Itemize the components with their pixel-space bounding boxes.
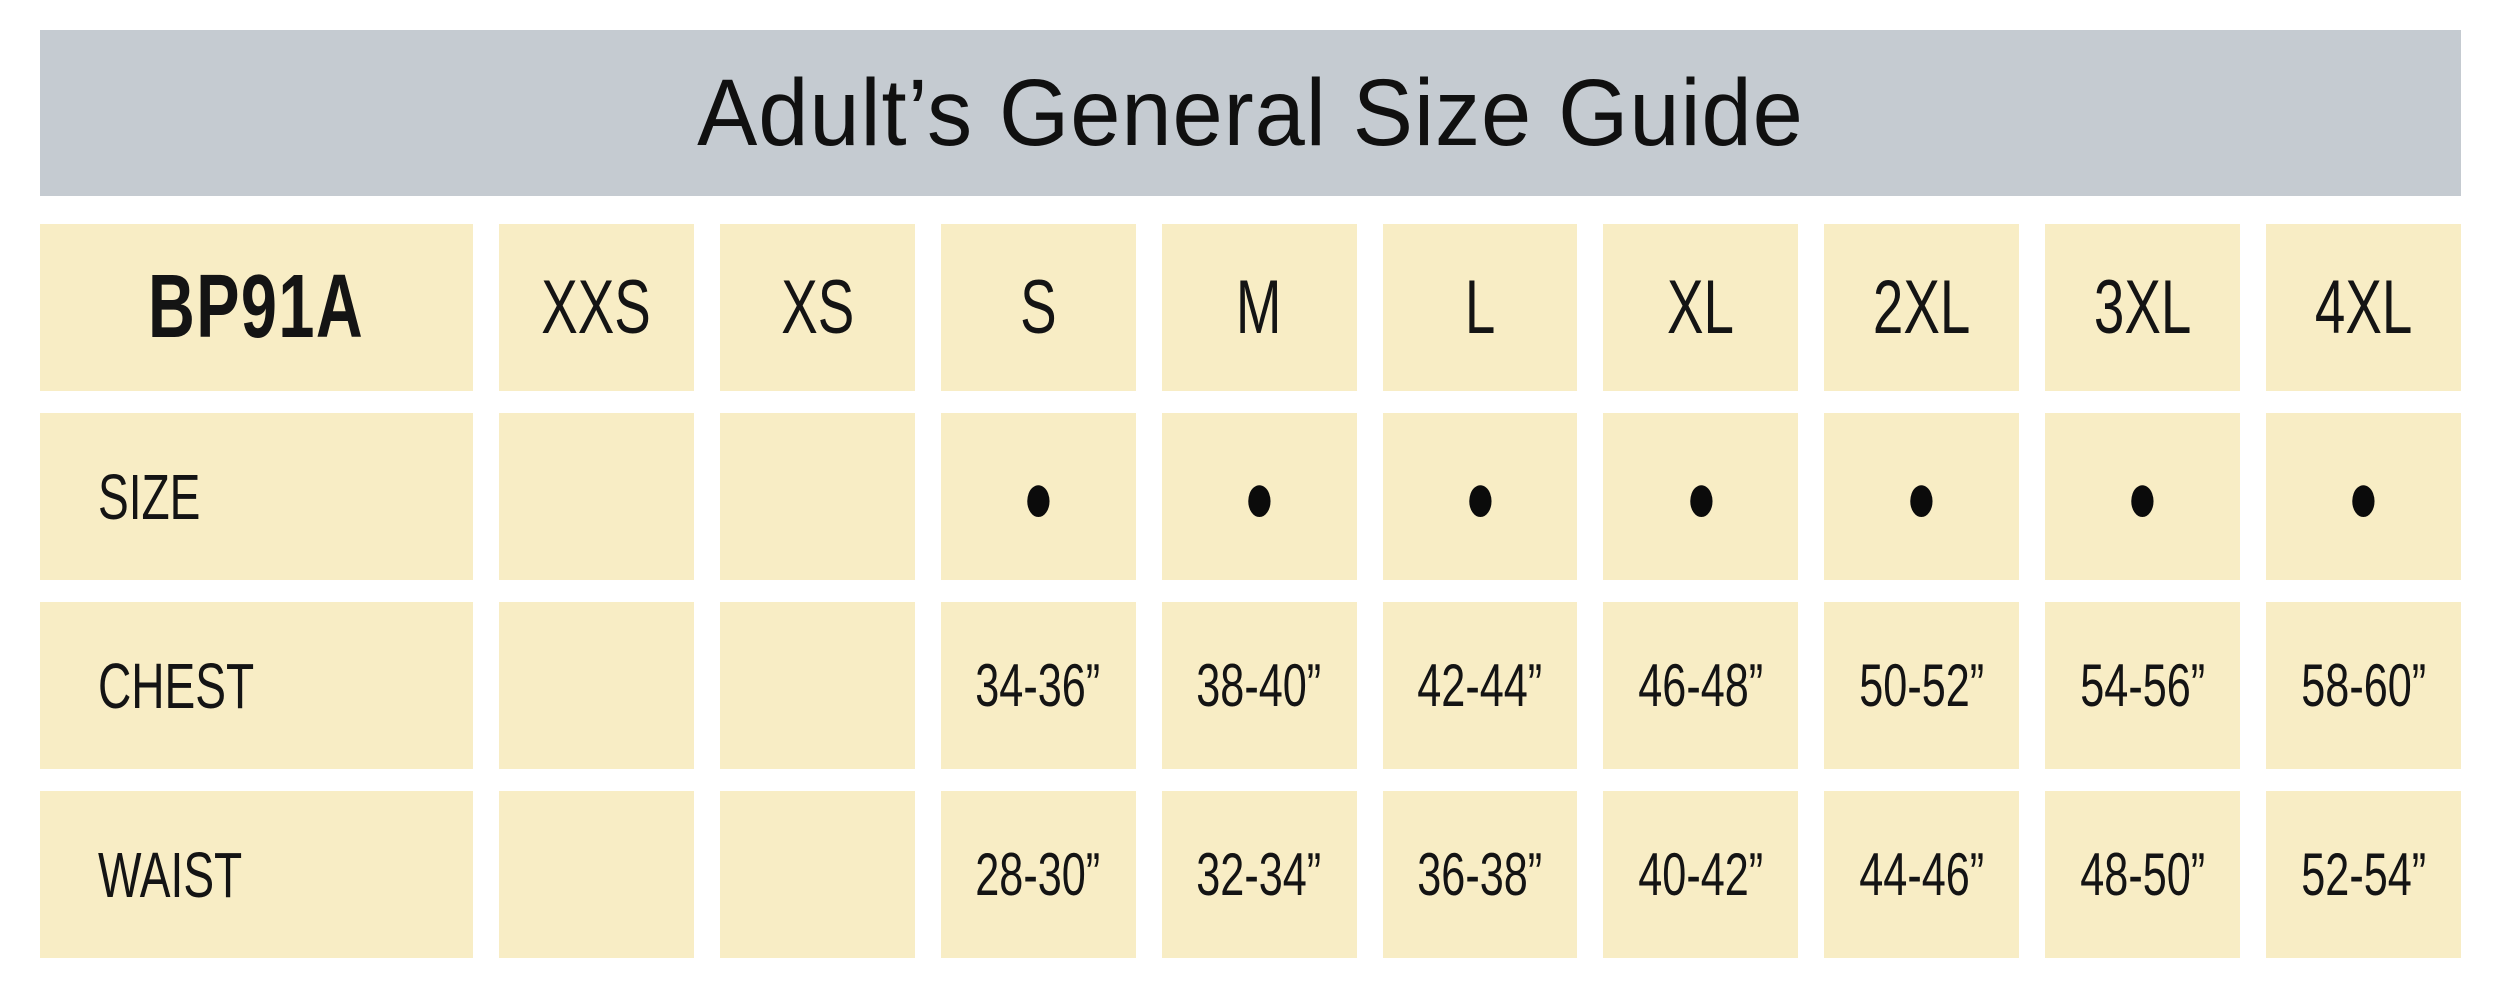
size-dot-4xl: ● xyxy=(2347,454,2380,538)
waist-cell-xs xyxy=(719,791,915,958)
waist-cell-xl: 40-42” xyxy=(1603,791,1799,958)
column-header-xl-label: XL xyxy=(1667,265,1735,350)
chest-value-4xl: 58-60” xyxy=(2301,652,2426,719)
size-dot-l: ● xyxy=(1464,454,1496,538)
waist-value-m: 32-34” xyxy=(1196,841,1322,908)
page-title: Adult’s General Size Guide xyxy=(697,59,1804,166)
product-code: BP91A xyxy=(148,257,365,357)
chest-cell-xxs xyxy=(499,602,694,769)
column-header-m-label: M xyxy=(1236,265,1282,350)
chest-cell-m: 38-40” xyxy=(1161,602,1357,769)
waist-value-3xl: 48-50” xyxy=(2080,841,2206,908)
column-header-xl: XL xyxy=(1603,224,1799,391)
chest-value-l: 42-44” xyxy=(1417,652,1543,719)
size-cell-l: ● xyxy=(1382,413,1578,580)
column-header-4xl-label: 4XL xyxy=(2314,265,2413,350)
size-dot-m: ● xyxy=(1243,454,1275,538)
waist-cell-2xl: 44-46” xyxy=(1824,791,2020,958)
size-cell-m: ● xyxy=(1161,413,1357,580)
size-dot-2xl: ● xyxy=(1906,454,1938,538)
chest-value-xl: 46-48” xyxy=(1638,652,1764,719)
size-cell-xxs xyxy=(499,413,694,580)
chest-value-m: 38-40” xyxy=(1196,652,1322,719)
waist-value-xl: 40-42” xyxy=(1638,841,1764,908)
waist-cell-l: 36-38” xyxy=(1382,791,1578,958)
title-bar: Adult’s General Size Guide xyxy=(40,30,2461,196)
column-header-xxs: XXS xyxy=(499,224,694,391)
waist-cell-m: 32-34” xyxy=(1161,791,1357,958)
chest-cell-xl: 46-48” xyxy=(1603,602,1799,769)
chest-cell-2xl: 50-52” xyxy=(1824,602,2020,769)
chest-cell-l: 42-44” xyxy=(1382,602,1578,769)
column-header-3xl-label: 3XL xyxy=(2093,265,2192,350)
size-cell-xs xyxy=(719,413,915,580)
size-table: BP91A XXS XS S M L XL 2XL 3XL 4XL xyxy=(40,224,2461,958)
column-header-3xl: 3XL xyxy=(2045,224,2241,391)
row-label-size-cell: SIZE xyxy=(40,413,473,580)
column-header-s-label: S xyxy=(1019,265,1057,350)
column-header-l: L xyxy=(1382,224,1578,391)
size-dot-3xl: ● xyxy=(2127,454,2159,538)
chest-cell-4xl: 58-60” xyxy=(2266,602,2461,769)
chest-cell-s: 34-36” xyxy=(940,602,1136,769)
product-code-cell: BP91A xyxy=(40,224,473,391)
waist-value-4xl: 52-54” xyxy=(2301,841,2426,908)
waist-cell-s: 28-30” xyxy=(940,791,1136,958)
waist-value-2xl: 44-46” xyxy=(1859,841,1985,908)
waist-value-l: 36-38” xyxy=(1417,841,1543,908)
chest-value-3xl: 54-56” xyxy=(2080,652,2206,719)
row-label-chest-cell: CHEST xyxy=(40,602,473,769)
size-cell-s: ● xyxy=(940,413,1136,580)
column-header-4xl: 4XL xyxy=(2266,224,2461,391)
row-label-waist-cell: WAIST xyxy=(40,791,473,958)
chest-value-s: 34-36” xyxy=(975,652,1101,719)
column-header-2xl-label: 2XL xyxy=(1873,265,1971,350)
row-label-chest: CHEST xyxy=(98,649,255,722)
row-label-waist: WAIST xyxy=(98,838,243,911)
column-header-xs-label: XS xyxy=(780,265,854,350)
column-header-s: S xyxy=(940,224,1136,391)
chest-value-2xl: 50-52” xyxy=(1859,652,1985,719)
row-label-size: SIZE xyxy=(98,460,201,533)
waist-value-s: 28-30” xyxy=(975,841,1101,908)
size-dot-xl: ● xyxy=(1685,454,1717,538)
waist-cell-3xl: 48-50” xyxy=(2045,791,2241,958)
column-header-l-label: L xyxy=(1464,265,1496,350)
column-header-xxs-label: XXS xyxy=(541,265,652,350)
waist-cell-4xl: 52-54” xyxy=(2266,791,2461,958)
size-cell-3xl: ● xyxy=(2045,413,2241,580)
column-header-2xl: 2XL xyxy=(1824,224,2020,391)
size-cell-xl: ● xyxy=(1603,413,1799,580)
chest-cell-3xl: 54-56” xyxy=(2045,602,2241,769)
size-cell-2xl: ● xyxy=(1824,413,2020,580)
waist-cell-xxs xyxy=(499,791,694,958)
chest-cell-xs xyxy=(719,602,915,769)
column-header-xs: XS xyxy=(719,224,915,391)
column-header-m: M xyxy=(1161,224,1357,391)
size-cell-4xl: ● xyxy=(2266,413,2461,580)
size-dot-s: ● xyxy=(1022,454,1054,538)
